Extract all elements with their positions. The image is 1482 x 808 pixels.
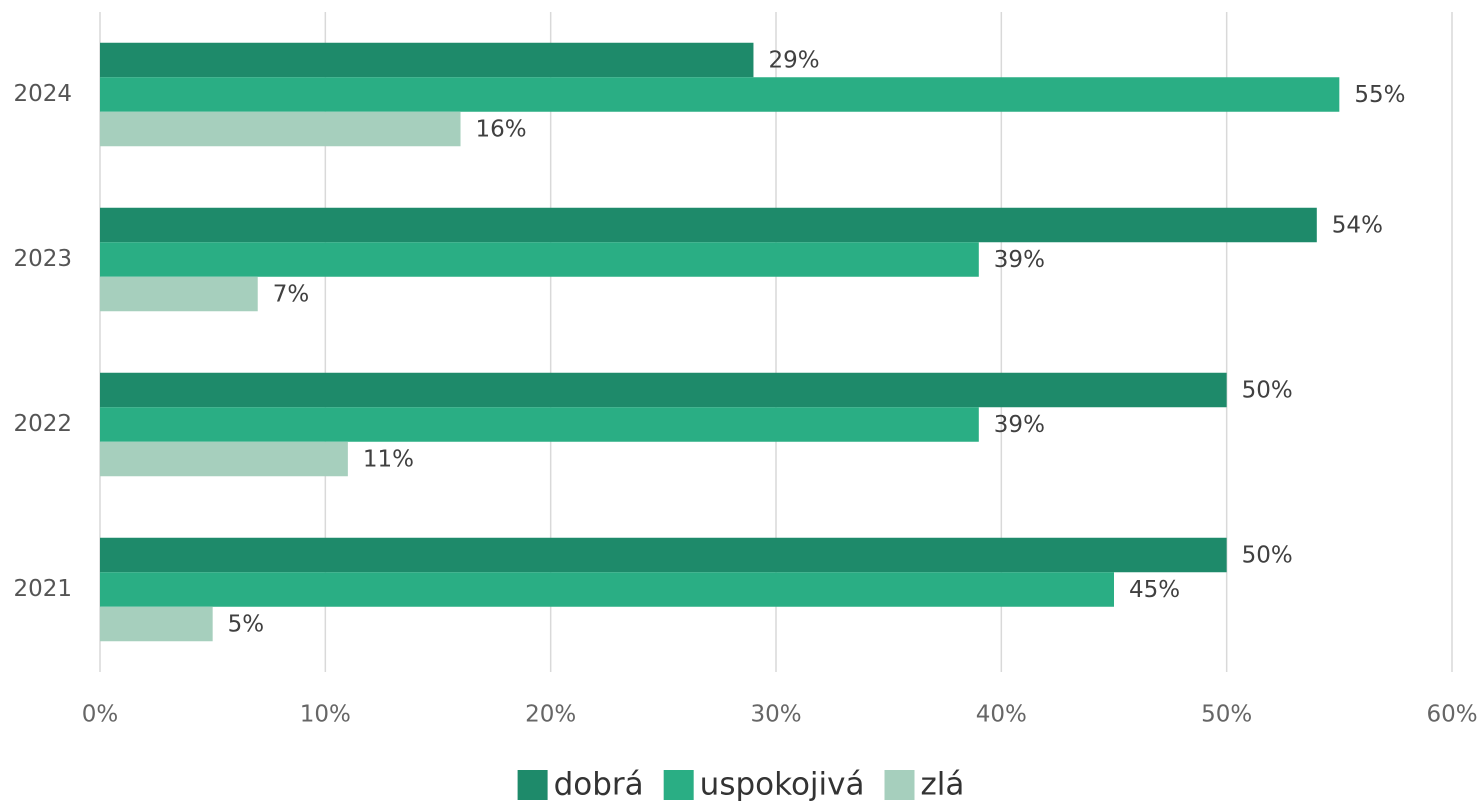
data-label: 16% (476, 117, 527, 143)
data-label: 45% (1129, 577, 1180, 603)
data-label: 54% (1332, 213, 1383, 239)
y-tick-label: 2022 (13, 411, 72, 437)
legend-swatch (884, 770, 915, 800)
x-tick-label: 10% (300, 702, 351, 728)
data-label: 11% (363, 447, 414, 473)
bar (100, 606, 213, 642)
bar (100, 242, 979, 277)
data-label: 39% (994, 247, 1045, 273)
bar (100, 572, 1114, 607)
data-label: 50% (1242, 543, 1293, 569)
legend-label: dobrá (554, 767, 644, 803)
x-tick-label: 20% (525, 702, 576, 728)
y-tick-label: 2021 (13, 576, 72, 602)
bar (100, 111, 461, 147)
y-tick-label: 2023 (13, 246, 72, 272)
x-tick-label: 50% (1201, 702, 1252, 728)
data-label: 55% (1354, 82, 1405, 108)
legend-swatch (517, 770, 548, 800)
x-tick-label: 30% (750, 702, 801, 728)
data-label: 7% (273, 282, 310, 308)
bar (100, 207, 1317, 243)
bar (100, 42, 754, 78)
data-label: 50% (1242, 378, 1293, 404)
legend-label: zlá (921, 767, 965, 803)
data-label: 39% (994, 412, 1045, 438)
y-tick-label: 2024 (13, 81, 72, 107)
x-tick-label: 60% (1426, 702, 1477, 728)
bar (100, 77, 1340, 112)
bar (100, 372, 1227, 408)
x-tick-label: 0% (82, 702, 119, 728)
x-tick-label: 40% (976, 702, 1027, 728)
legend-swatch (663, 770, 694, 800)
legend-label: uspokojivá (700, 767, 865, 803)
bar (100, 407, 979, 442)
data-label: 5% (228, 612, 265, 638)
bar (100, 537, 1227, 573)
bar (100, 276, 258, 312)
bar (100, 441, 348, 477)
data-label: 29% (768, 48, 819, 74)
